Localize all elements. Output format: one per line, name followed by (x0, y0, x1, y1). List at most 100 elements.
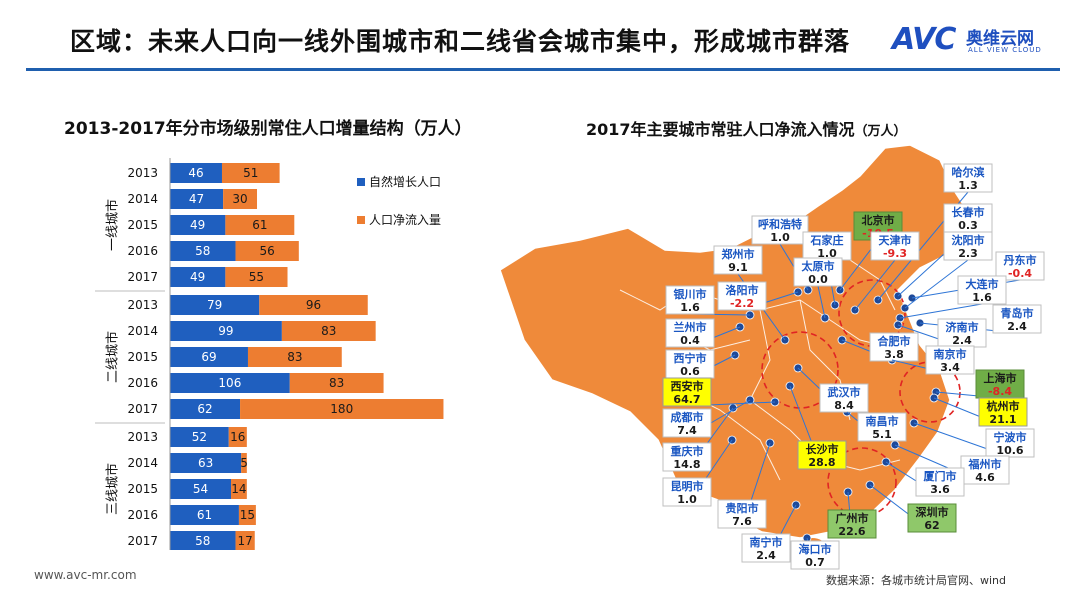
callout-leader (854, 259, 896, 311)
avc-logo: AVC 奥维云网 ALL VIEW CLOUD (892, 22, 1042, 57)
bar-migration-label: 5 (240, 456, 248, 470)
callout-box (802, 231, 852, 261)
city-value-label: 21.1 (989, 413, 1016, 426)
bar-chart-title: 2013-2017年分市场级别常住人口增量结构（万人） (64, 119, 472, 139)
city-name-label: 重庆市 (671, 444, 704, 458)
bar-natural (170, 241, 236, 261)
city-name-label: 石家庄 (810, 233, 844, 247)
city-value-label: 1.0 (770, 231, 790, 244)
callout-box (662, 442, 712, 472)
bar-natural-label: 47 (189, 192, 204, 206)
year-tick-label: 2017 (127, 270, 158, 284)
city-value-label: 62 (924, 519, 939, 532)
bar-migration (225, 267, 288, 287)
bar-natural (170, 347, 248, 367)
bar-natural (170, 295, 260, 315)
year-tick-label: 2014 (127, 324, 158, 338)
year-tick-label: 2017 (127, 534, 158, 548)
bar-natural-label: 79 (207, 298, 222, 312)
city-value-label: 3.8 (884, 348, 904, 361)
city-value-label: 7.6 (732, 515, 752, 528)
callout-box (665, 349, 715, 379)
city-name-label: 杭州市 (987, 399, 1020, 413)
callout-box (985, 428, 1035, 458)
province-border (849, 259, 896, 311)
callout-box (793, 257, 843, 287)
callout-box (790, 540, 840, 570)
bar-natural-label: 54 (193, 482, 208, 496)
city-value-label: -2.2 (730, 297, 754, 310)
bar-natural (170, 453, 242, 473)
bar-natural (170, 189, 224, 209)
bar-migration-label: 83 (329, 376, 344, 390)
city-name-label: 武汉市 (828, 385, 861, 399)
city-value-label: 64.7 (673, 393, 700, 406)
bar-natural (170, 399, 241, 419)
city-name-label: 昆明市 (671, 479, 704, 493)
bar-natural-label: 63 (198, 456, 213, 470)
callout-box (925, 345, 975, 375)
year-tick-label: 2013 (127, 430, 158, 444)
callout-box (741, 533, 791, 563)
city-value-label: 0.6 (680, 365, 700, 378)
city-name-label: 成都市 (671, 410, 704, 424)
city-value-label: -0.4 (1008, 267, 1032, 280)
page-title: 区域：未来人口向一线外围城市和二线省会城市集中，形成城市群落 (70, 27, 851, 56)
city-name-label: 福州市 (968, 457, 1002, 471)
city-value-label: 1.0 (817, 247, 837, 260)
city-name-label: 洛阳市 (726, 283, 759, 297)
legend-swatch (357, 178, 365, 186)
callout-box (957, 275, 1007, 305)
city-value-label: 2.4 (1007, 320, 1027, 333)
city-name-label: 合肥市 (878, 334, 911, 348)
city-value-label: 0.7 (805, 556, 825, 569)
bar-migration (281, 321, 376, 341)
callout-box (943, 163, 993, 193)
bar-natural-label: 49 (190, 270, 205, 284)
website-url: www.avc-mr.com (34, 568, 137, 582)
bar-migration (225, 215, 295, 235)
bar-migration (240, 399, 444, 419)
bar-natural (170, 163, 222, 183)
city-name-label: 南昌市 (866, 414, 899, 428)
year-tick-label: 2015 (127, 350, 158, 364)
year-tick-label: 2014 (127, 456, 158, 470)
city-value-label: 10.6 (996, 444, 1023, 457)
city-value-label: -9.3 (883, 247, 907, 260)
bar-natural (170, 479, 232, 499)
city-value-label: 0.3 (958, 219, 978, 232)
bar-migration (231, 479, 247, 499)
city-name-label: 西宁市 (674, 351, 707, 365)
callout-box (978, 397, 1028, 427)
bar-natural (170, 267, 226, 287)
callout-box (713, 245, 763, 275)
callout-box (662, 477, 712, 507)
bar-migration (247, 347, 342, 367)
year-tick-label: 2014 (127, 192, 158, 206)
bar-migration (238, 505, 256, 525)
bar-migration-label: 83 (287, 350, 302, 364)
city-value-label: 2.4 (756, 549, 776, 562)
bar-migration (241, 453, 247, 473)
bar-natural-label: 62 (197, 402, 212, 416)
bar-migration-label: 83 (321, 324, 336, 338)
callout-box (975, 369, 1025, 399)
bar-natural-label: 61 (197, 508, 212, 522)
city-value-label: 2.3 (958, 247, 978, 260)
bar-natural-label: 58 (195, 244, 210, 258)
legend-swatch (357, 216, 365, 224)
legend-label: 人口净流入量 (369, 213, 441, 227)
city-name-label: 大连市 (966, 277, 999, 291)
group-label: 一线城市 (105, 199, 121, 251)
callout-leader (904, 259, 969, 309)
bar-migration (289, 373, 384, 393)
city-name-label: 贵阳市 (726, 501, 759, 515)
city-name-label: 济南市 (946, 320, 979, 334)
callout-box (717, 499, 767, 529)
bar-migration-label: 56 (260, 244, 275, 258)
bar-migration (259, 295, 368, 315)
city-value-label: 4.6 (975, 471, 995, 484)
city-name-label: 兰州市 (674, 320, 707, 334)
callout-box (751, 215, 809, 245)
callout-box (915, 467, 965, 497)
